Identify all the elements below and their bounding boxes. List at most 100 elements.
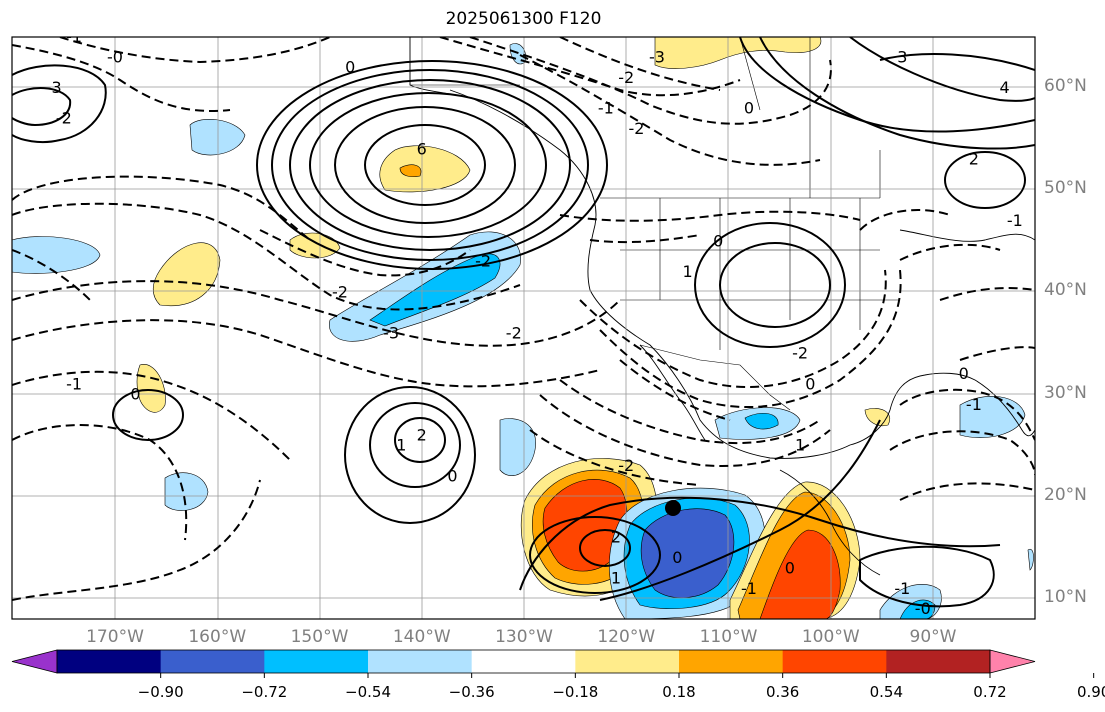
colorbar-min-arrow — [11, 649, 58, 674]
negative-contours — [12, 37, 1035, 601]
lon-label: 100°W — [801, 627, 860, 647]
shade-light-blue-north-pacific — [189, 119, 246, 156]
contour-label: -2 — [792, 344, 808, 363]
contour-label: -3 — [383, 323, 399, 342]
shade-yellow-small — [289, 232, 341, 259]
contour-label: 0 — [959, 364, 969, 383]
contour-label: 1 — [611, 569, 621, 588]
border-us-mexico — [639, 344, 791, 411]
shade-yellow-low — [379, 145, 471, 193]
positive-contours — [12, 37, 1035, 608]
lat-label: 30°N — [1044, 382, 1087, 403]
lon-label: 160°W — [188, 627, 247, 647]
lon-label: 170°W — [86, 627, 144, 647]
contour-northeast-2 — [759, 37, 1035, 150]
colorbar-tick-label: 0.36 — [765, 683, 800, 701]
contour-label: 0 — [713, 231, 723, 250]
contour-label: -0 — [107, 47, 123, 66]
contour-label: -2 — [618, 68, 634, 87]
contour-label: 6 — [417, 139, 427, 158]
colorbar-segment — [368, 650, 473, 673]
contour-label: 1 — [683, 262, 693, 281]
lon-label: 90°W — [909, 627, 957, 647]
contour-pacific-zero — [519, 496, 1001, 591]
lat-label: 20°N — [1044, 484, 1087, 505]
colorbar-tick-label: 0.54 — [869, 683, 904, 701]
contour-label: 0 — [785, 558, 795, 577]
contour-northeast-4 — [879, 53, 1035, 71]
map-frame — [11, 36, 1036, 620]
coastline-north-america — [449, 89, 1035, 459]
contour-label: 0 — [130, 385, 140, 404]
contour-label: -2 — [506, 323, 522, 342]
colorbar-segment — [886, 650, 991, 673]
shade-yellow-gulf — [864, 408, 890, 427]
shade-yellow-west — [152, 242, 221, 307]
contour-nw-1 — [12, 64, 107, 144]
colorbar-segment — [575, 650, 680, 673]
colorbar-tick-label: −0.72 — [241, 683, 288, 701]
colorbar-max-arrow — [989, 649, 1036, 674]
colorbar-tick-label: 0.90 — [1076, 683, 1105, 701]
contour-label: 2 — [969, 150, 979, 169]
contour-nw-2 — [12, 87, 72, 127]
shade-light-blue-east-edge — [1027, 548, 1034, 571]
shade-light-blue-lone — [164, 472, 209, 511]
colorbar-segment — [160, 650, 265, 673]
lat-label: 50°N — [1044, 178, 1087, 199]
contour-label: -1 — [1007, 211, 1023, 230]
shade-blue-mexico — [744, 412, 779, 430]
contour-label: 0 — [672, 548, 682, 567]
lon-label: 150°W — [290, 627, 349, 647]
contour-label: -1 — [741, 579, 757, 598]
colorbar — [11, 649, 1095, 678]
contour-label: 2 — [417, 425, 427, 444]
shade-light-blue-tiny — [499, 418, 536, 476]
contour-label: -3 — [46, 78, 62, 97]
shade-red-pacific-pos2 — [759, 529, 841, 619]
colorbar-segment — [264, 650, 369, 673]
colorbar-segment — [471, 650, 576, 673]
contour-label: 0 — [447, 466, 457, 485]
colorbar-segment — [679, 650, 784, 673]
shade-light-blue-west — [12, 236, 101, 274]
contour-label: 2 — [611, 528, 621, 547]
colorbar-tick-label: 0.18 — [662, 683, 696, 701]
colorbar-tick-label: 0.72 — [973, 683, 1007, 701]
contour-label: 4 — [999, 78, 1009, 97]
contour-label: 0 — [805, 374, 815, 393]
lat-label: 40°N — [1044, 280, 1087, 301]
contour-label: -1 — [966, 395, 982, 414]
boundaries — [410, 37, 900, 411]
contour-label: -3 — [649, 47, 665, 66]
contour-label: 3 — [897, 47, 907, 66]
colorbar-tick-label: −0.90 — [137, 683, 184, 701]
shade-dark-blue-pacific-neg — [640, 508, 735, 599]
contour-label: -1 — [66, 27, 82, 46]
contour-label: -2 — [56, 109, 72, 128]
colorbar-tick-label: −0.54 — [345, 683, 391, 701]
contour-east-sw — [859, 545, 995, 608]
contour-label: -1 — [894, 579, 910, 598]
map-plot-area: 6-2-3-2-1021010-2210-101-1-0-10-200-1-3-… — [12, 27, 1035, 619]
colorbar-tick-label: −0.18 — [552, 683, 599, 701]
coastline-gulf — [779, 469, 881, 576]
contour-label: 0 — [744, 98, 754, 117]
contour-label: 1 — [396, 436, 406, 455]
contour-label: -1 — [598, 98, 614, 117]
map-title: 2025061300 F120 — [445, 9, 602, 29]
graticule — [12, 37, 1035, 619]
coastline-east — [899, 229, 1035, 242]
shade-orange-core — [399, 164, 422, 178]
lon-label: 140°W — [392, 627, 451, 647]
anomaly-shading — [12, 37, 1034, 619]
colorbar-outline — [56, 649, 991, 674]
contour-labels: 6-2-3-2-1021010-2210-101-1-0-10-200-1-3-… — [46, 27, 1023, 618]
contour-label: -2 — [628, 119, 644, 138]
contour-northeast-3 — [849, 37, 1035, 102]
lon-label: 110°W — [699, 627, 758, 647]
lat-label: 60°N — [1044, 76, 1087, 96]
colorbar-tick-label: −0.36 — [448, 683, 495, 701]
colorbar-segment — [782, 650, 887, 673]
